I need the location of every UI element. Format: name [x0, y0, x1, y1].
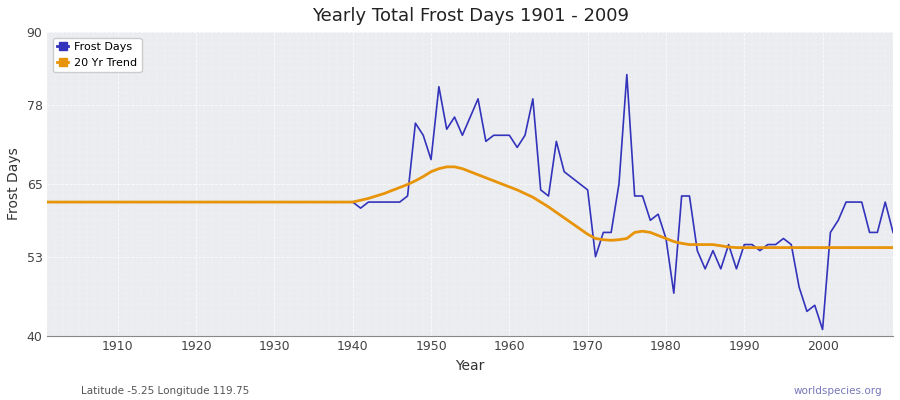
Legend: Frost Days, 20 Yr Trend: Frost Days, 20 Yr Trend [53, 38, 141, 72]
Title: Yearly Total Frost Days 1901 - 2009: Yearly Total Frost Days 1901 - 2009 [311, 7, 629, 25]
X-axis label: Year: Year [455, 359, 485, 373]
Text: Latitude -5.25 Longitude 119.75: Latitude -5.25 Longitude 119.75 [81, 386, 249, 396]
Y-axis label: Frost Days: Frost Days [7, 148, 21, 220]
Text: worldspecies.org: worldspecies.org [794, 386, 882, 396]
